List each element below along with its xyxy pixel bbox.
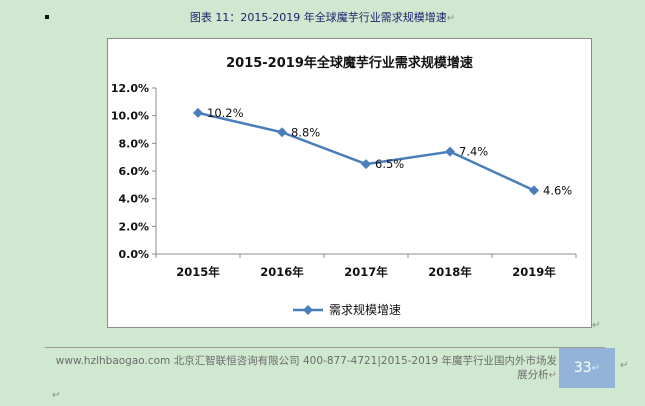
- data-point-marker: [445, 146, 455, 157]
- figure-caption-text: 图表 11：2015-2019 年全球魔芋行业需求规模增速: [189, 11, 447, 24]
- data-point-marker: [193, 107, 203, 118]
- figure-caption: 图表 11：2015-2019 年全球魔芋行业需求规模增速↵: [0, 9, 645, 25]
- y-tick-label: 8.0%: [118, 137, 149, 150]
- y-tick-label: 10.0%: [111, 110, 149, 123]
- paragraph-mark: ↵: [548, 370, 557, 381]
- footer-url[interactable]: www.hzlhbaogao.com: [55, 355, 171, 367]
- chart-title: 2015-2019年全球魔芋行业需求规模增速: [226, 56, 473, 71]
- paragraph-mark: ↵: [592, 320, 601, 331]
- legend-label: 需求规模增速: [329, 302, 401, 317]
- x-tick-label: 2018年: [428, 265, 472, 279]
- footer-phone: 400-877-4721: [302, 355, 378, 367]
- y-tick-label: 12.0%: [111, 82, 149, 95]
- line-chart: 0.0% 2.0% 4.0% 6.0% 8.0% 10.0% 12.0% 2015年 2016年…: [111, 82, 577, 317]
- x-tick-label: 2016年: [260, 265, 304, 279]
- paragraph-mark: ↵: [591, 362, 601, 374]
- page-footer: www.hzlhbaogao.com 北京汇智联恒咨询有限公司 400-877-…: [55, 355, 557, 381]
- data-label: 8.8%: [291, 125, 320, 139]
- x-tick-label: 2017年: [344, 265, 388, 279]
- footer-report-title: 2015-2019 年魔芋行业国内外市场发展分析: [380, 355, 557, 381]
- data-point-marker: [361, 159, 371, 170]
- paragraph-mark: ↵: [52, 390, 61, 401]
- legend-marker: [303, 305, 313, 315]
- y-tick-label: 4.0%: [118, 193, 149, 206]
- x-tick-label: 2015年: [176, 265, 220, 279]
- data-point-marker: [529, 185, 539, 196]
- data-label: 10.2%: [207, 106, 244, 120]
- paragraph-mark: ↵: [446, 13, 456, 24]
- data-point-marker: [277, 127, 287, 138]
- list-bullet: [45, 15, 49, 19]
- x-tick-label: 2019年: [512, 265, 556, 279]
- page-number: 33 ↵: [559, 348, 615, 388]
- y-tick-label: 0.0%: [118, 248, 149, 261]
- y-tick-label: 6.0%: [118, 165, 149, 178]
- data-label: 7.4%: [459, 145, 488, 159]
- footer-divider: [45, 347, 605, 348]
- page-number-text: 33: [573, 360, 592, 376]
- y-tick-label: 2.0%: [118, 220, 149, 233]
- data-label: 6.5%: [375, 157, 404, 171]
- data-label: 4.6%: [543, 183, 572, 197]
- paragraph-mark: ↵: [620, 360, 629, 371]
- chart-container: 2015-2019年全球魔芋行业需求规模增速 0.0% 2.0% 4.0% 6.0% 8…: [107, 38, 592, 328]
- footer-company: 北京汇智联恒咨询有限公司: [173, 355, 300, 367]
